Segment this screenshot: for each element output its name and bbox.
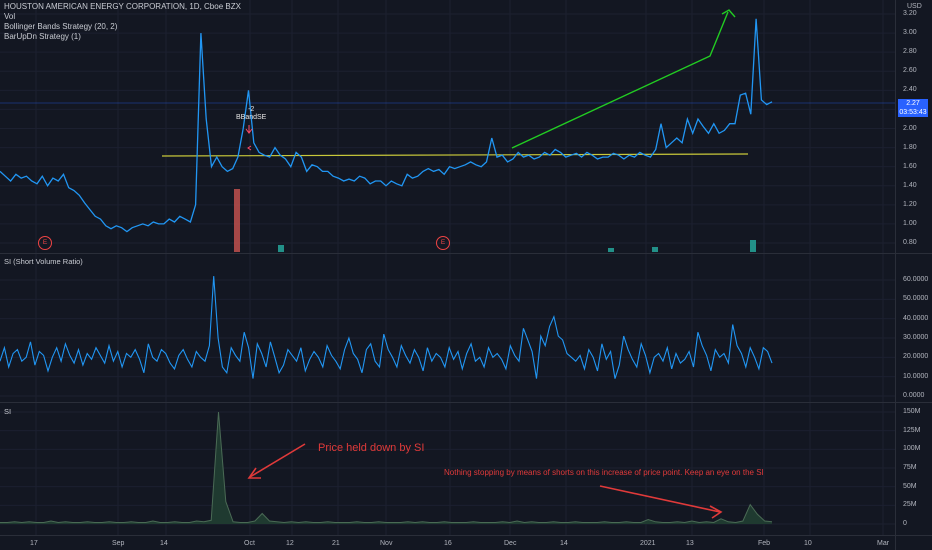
si-tick-label: 25M bbox=[903, 501, 917, 509]
svr-tick-label: 40.0000 bbox=[903, 314, 929, 322]
price-tick-label: 3.20 bbox=[903, 10, 917, 17]
time-tick-label: Nov bbox=[380, 540, 393, 547]
volume-bar bbox=[750, 240, 756, 252]
si-tick-label: 75M bbox=[903, 464, 917, 471]
currency-label: USD bbox=[907, 3, 922, 10]
price-tick-label: 1.00 bbox=[903, 219, 917, 227]
time-tick-label: 16 bbox=[444, 540, 452, 547]
svr-tick-label: 30.0000 bbox=[903, 334, 929, 341]
earnings-badge[interactable]: E bbox=[38, 236, 52, 250]
annotation-arrow-shorts bbox=[599, 485, 723, 519]
time-tick-label: Dec bbox=[504, 540, 517, 547]
current-price: 2.27 bbox=[906, 100, 920, 107]
si-pane-title[interactable]: SI bbox=[4, 407, 12, 416]
time-tick-label: 10 bbox=[804, 540, 812, 547]
short-volume-ratio-line bbox=[0, 276, 773, 379]
chart-legend: HOUSTON AMERICAN ENERGY CORPORATION, 1D,… bbox=[4, 2, 241, 42]
price-tick-label: 1.60 bbox=[903, 162, 917, 170]
current-price-badge: 2.27 03:53:43 bbox=[898, 99, 928, 117]
price-tick-label: 2.80 bbox=[903, 48, 917, 56]
price-line bbox=[0, 18, 773, 233]
strategy-name: BBandSE bbox=[236, 114, 267, 121]
volume-bar bbox=[278, 245, 284, 252]
time-tick-label: 14 bbox=[560, 540, 568, 547]
time-tick-label: 14 bbox=[160, 540, 168, 547]
time-tick-label: Feb bbox=[758, 540, 771, 547]
price-tick-label: 1.80 bbox=[903, 143, 917, 151]
si-tick-label: 100M bbox=[903, 445, 921, 453]
strategy-small-marker bbox=[247, 145, 252, 151]
strategy-marker-label: -2 BBandSE bbox=[236, 106, 266, 122]
trend-arrow-line bbox=[511, 11, 729, 149]
annotation-si: Price held down by SI bbox=[318, 442, 425, 454]
volume-bars bbox=[234, 189, 756, 252]
time-tick-label: 13 bbox=[686, 540, 694, 547]
svr-tick-label: 0.0000 bbox=[903, 392, 925, 399]
time-tick-label: 17 bbox=[30, 540, 38, 547]
trend-arrow bbox=[511, 9, 736, 149]
svr-tick-label: 20.0000 bbox=[903, 353, 929, 361]
volume-bar bbox=[652, 247, 658, 252]
time-tick-label: 2021 bbox=[640, 540, 656, 547]
time-tick-label: Oct bbox=[244, 540, 255, 547]
svr-tick-label: 10.0000 bbox=[903, 372, 929, 380]
price-tick-label: 2.00 bbox=[903, 124, 917, 132]
volume-bar bbox=[608, 248, 614, 252]
si-tick-label: 150M bbox=[903, 408, 921, 415]
price-tick-label: 0.80 bbox=[903, 239, 917, 246]
price-tick-label: 3.00 bbox=[903, 29, 917, 37]
time-tick-label: 21 bbox=[332, 540, 340, 547]
svr-tick-label: 50.0000 bbox=[903, 295, 929, 303]
annotation-arrow-si bbox=[247, 443, 306, 479]
price-tick-label: 1.40 bbox=[903, 181, 917, 189]
pane-separator-1[interactable] bbox=[0, 253, 932, 254]
annotation-shorts: Nothing stopping by means of shorts on t… bbox=[444, 468, 764, 477]
barupdn-strategy-label[interactable]: BarUpDn Strategy (1) bbox=[4, 32, 81, 41]
price-tick-label: 2.60 bbox=[903, 67, 917, 75]
earnings-badge[interactable]: E bbox=[436, 236, 450, 250]
strategy-count: -2 bbox=[248, 106, 255, 113]
symbol-title[interactable]: HOUSTON AMERICAN ENERGY CORPORATION, 1D,… bbox=[4, 2, 241, 11]
si-line bbox=[0, 411, 773, 524]
time-tick-label: Sep bbox=[112, 540, 125, 547]
price-axis[interactable]: USD 3.203.002.802.602.402.202.001.801.60… bbox=[895, 0, 932, 550]
volume-indicator-label[interactable]: Vol bbox=[4, 12, 16, 21]
bar-countdown: 03:53:43 bbox=[899, 109, 927, 116]
support-line bbox=[161, 153, 749, 157]
price-axis-border bbox=[895, 0, 896, 550]
volume-bar bbox=[234, 189, 240, 252]
bollinger-strategy-label[interactable]: Bollinger Bands Strategy (20, 2) bbox=[4, 22, 118, 31]
time-axis-separator bbox=[0, 535, 932, 536]
si-tick-label: 50M bbox=[903, 482, 917, 490]
si-tick-label: 125M bbox=[903, 426, 921, 434]
price-tick-label: 1.20 bbox=[903, 200, 917, 208]
trend-arrow-head bbox=[721, 9, 736, 18]
si-tick-label: 0 bbox=[903, 520, 907, 527]
pane-separator-2[interactable] bbox=[0, 402, 932, 403]
time-tick-label: 12 bbox=[286, 540, 294, 547]
strategy-down-arrow bbox=[245, 125, 253, 134]
price-tick-label: 2.40 bbox=[903, 86, 917, 94]
time-tick-label: Mar bbox=[877, 540, 890, 547]
svr-tick-label: 60.0000 bbox=[903, 276, 929, 283]
svr-pane-title[interactable]: SI (Short Volume Ratio) bbox=[4, 257, 83, 266]
